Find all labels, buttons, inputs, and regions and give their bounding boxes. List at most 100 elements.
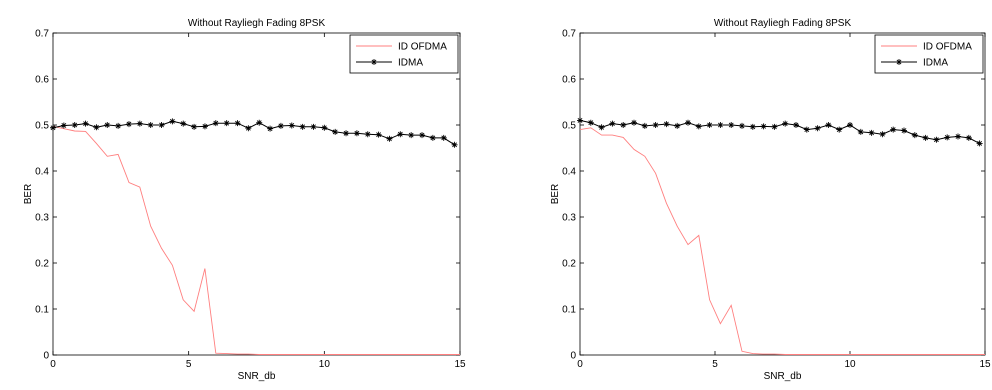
data-point (125, 121, 132, 128)
y-tick-label: 0.6 (562, 75, 576, 86)
chart-panel-2: Without Rayliegh Fading 8PSK 0 5 10 15 0 0.1 0.… (550, 18, 991, 382)
data-point (353, 130, 360, 137)
y-tick-label: 0.7 (35, 29, 49, 40)
data-point (879, 131, 886, 138)
y-tick-label: 0.1 (35, 305, 49, 316)
data-point (739, 122, 745, 129)
legend-marker (896, 59, 902, 65)
data-point (598, 124, 605, 131)
legend-label: ID OFDMA (398, 42, 447, 53)
data-point (890, 126, 897, 133)
x-axis-label: SNR_db (764, 371, 802, 382)
data-point (857, 128, 864, 135)
series-line-1 (52, 125, 460, 355)
data-point (451, 141, 458, 148)
data-point (674, 122, 681, 129)
data-point (803, 126, 810, 133)
data-point (814, 125, 821, 132)
x-tick-label: 10 (319, 359, 331, 370)
data-point (652, 122, 659, 128)
x-tick-label: 15 (979, 359, 991, 370)
y-tick-label: 0.4 (35, 167, 49, 178)
data-point (944, 134, 951, 141)
data-point (267, 125, 274, 132)
data-point (847, 122, 853, 128)
data-point (256, 119, 263, 126)
data-point (364, 131, 371, 138)
data-point (695, 123, 702, 130)
data-point (706, 122, 713, 128)
data-point (375, 131, 382, 138)
data-point (717, 122, 724, 128)
data-point (749, 123, 756, 130)
data-point (933, 136, 940, 143)
data-point (782, 120, 789, 127)
data-point (180, 120, 187, 127)
y-tick-label: 0.4 (562, 167, 576, 178)
x-tick-label: 15 (454, 359, 466, 370)
x-tick-label: 0 (50, 359, 56, 370)
data-point (212, 120, 219, 127)
data-point (620, 122, 627, 128)
data-point (50, 124, 56, 131)
legend-marker (371, 59, 377, 65)
data-point (641, 122, 648, 129)
data-point (332, 128, 339, 135)
data-point (288, 122, 295, 129)
data-point (277, 122, 284, 129)
x-tick-label: 5 (712, 359, 718, 370)
data-point (223, 120, 230, 127)
x-tick-label: 5 (186, 359, 192, 370)
data-point (343, 130, 350, 137)
y-tick-label: 0.5 (35, 121, 49, 132)
y-tick-label: 0.5 (562, 121, 576, 132)
data-point (201, 123, 208, 130)
data-point (440, 134, 447, 141)
data-point (191, 123, 198, 130)
plot-area (579, 32, 986, 356)
data-point (836, 126, 843, 133)
data-point (310, 123, 317, 130)
data-point (771, 123, 778, 130)
x-tick-label: 0 (577, 359, 583, 370)
data-point (587, 119, 594, 126)
data-point (901, 127, 907, 134)
data-point (911, 132, 918, 139)
data-point (136, 120, 143, 127)
y-tick-label: 0 (43, 351, 49, 362)
legend (874, 34, 984, 74)
data-point (868, 129, 875, 136)
legend-label: IDMA (398, 58, 423, 69)
data-point (299, 123, 306, 130)
chart-panel-1: Without Rayliegh Fading 8PSK 0 5 10 15 0 0.1 0.… (23, 18, 466, 382)
y-tick-label: 0 (570, 351, 576, 362)
data-point (631, 119, 637, 126)
y-tick-label: 0.6 (35, 75, 49, 86)
data-point (104, 122, 111, 128)
data-point (408, 132, 415, 139)
chart-title: Without Rayliegh Fading 8PSK (714, 18, 852, 29)
y-tick-label: 0.2 (35, 259, 49, 270)
y-tick-label: 0.7 (562, 29, 576, 40)
series-line-1 (579, 127, 985, 355)
legend-label: ID OFDMA (923, 42, 972, 53)
data-point (158, 122, 165, 128)
chart-title: Without Rayliegh Fading 8PSK (188, 18, 326, 29)
data-point (82, 120, 89, 127)
legend (349, 34, 459, 74)
data-point (760, 123, 767, 130)
data-point (234, 120, 241, 127)
plot-area (52, 32, 461, 356)
data-point (71, 122, 78, 128)
data-point (115, 122, 122, 129)
y-tick-label: 0.3 (562, 213, 576, 224)
data-point (397, 131, 404, 138)
x-tick-label: 10 (844, 359, 856, 370)
data-point (825, 122, 832, 128)
data-point (609, 120, 616, 127)
y-tick-label: 0.2 (562, 259, 576, 270)
data-point (685, 119, 691, 126)
data-point (728, 122, 735, 128)
data-point (793, 122, 799, 128)
